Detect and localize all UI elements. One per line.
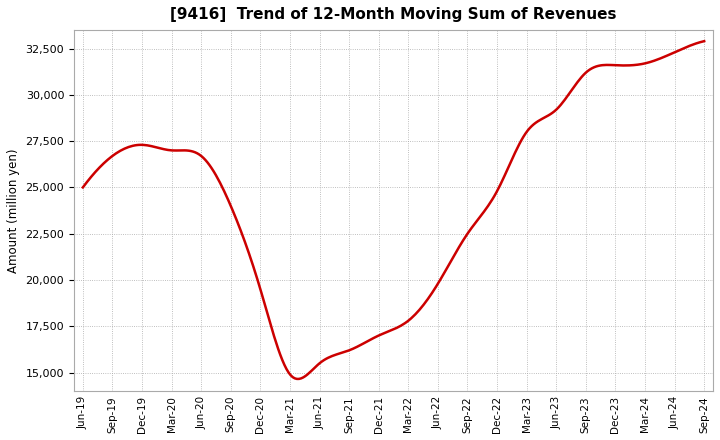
Title: [9416]  Trend of 12-Month Moving Sum of Revenues: [9416] Trend of 12-Month Moving Sum of R… (170, 7, 617, 22)
Y-axis label: Amount (million yen): Amount (million yen) (7, 148, 20, 273)
